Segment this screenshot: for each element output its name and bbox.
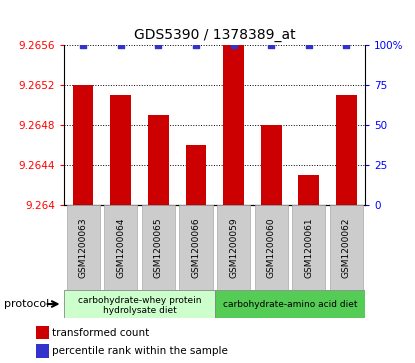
Text: GSM1200065: GSM1200065: [154, 217, 163, 278]
Text: percentile rank within the sample: percentile rank within the sample: [52, 346, 228, 356]
Bar: [186, 145, 206, 205]
Text: GSM1200061: GSM1200061: [304, 217, 313, 278]
Bar: [255, 205, 288, 290]
Text: protocol: protocol: [4, 299, 49, 309]
Point: [230, 42, 237, 48]
Bar: [179, 205, 212, 290]
Text: transformed count: transformed count: [52, 327, 149, 338]
Text: GSM1200066: GSM1200066: [191, 217, 200, 278]
Bar: [336, 95, 357, 205]
Text: carbohydrate-whey protein: carbohydrate-whey protein: [78, 296, 201, 305]
Bar: [148, 115, 168, 205]
Bar: [66, 205, 100, 290]
Point: [193, 42, 199, 48]
Bar: [215, 290, 365, 318]
Text: GSM1200063: GSM1200063: [78, 217, 88, 278]
Point: [268, 42, 274, 48]
Bar: [292, 205, 325, 290]
Bar: [104, 205, 137, 290]
Point: [117, 42, 124, 48]
Point: [343, 42, 350, 48]
Bar: [36, 344, 49, 358]
Bar: [142, 205, 175, 290]
Text: hydrolysate diet: hydrolysate diet: [103, 306, 176, 315]
Title: GDS5390 / 1378389_at: GDS5390 / 1378389_at: [134, 28, 295, 42]
Text: GSM1200059: GSM1200059: [229, 217, 238, 278]
Text: GSM1200064: GSM1200064: [116, 217, 125, 278]
Point: [155, 42, 162, 48]
Text: carbohydrate-amino acid diet: carbohydrate-amino acid diet: [223, 299, 357, 309]
Bar: [223, 45, 244, 205]
Bar: [330, 205, 363, 290]
Point: [80, 42, 86, 48]
Bar: [73, 85, 93, 205]
Bar: [298, 175, 319, 205]
Bar: [64, 290, 215, 318]
Bar: [217, 205, 250, 290]
Bar: [110, 95, 131, 205]
Bar: [261, 125, 281, 205]
Point: [305, 42, 312, 48]
Text: GSM1200060: GSM1200060: [267, 217, 276, 278]
Bar: [36, 326, 49, 339]
Text: GSM1200062: GSM1200062: [342, 217, 351, 278]
